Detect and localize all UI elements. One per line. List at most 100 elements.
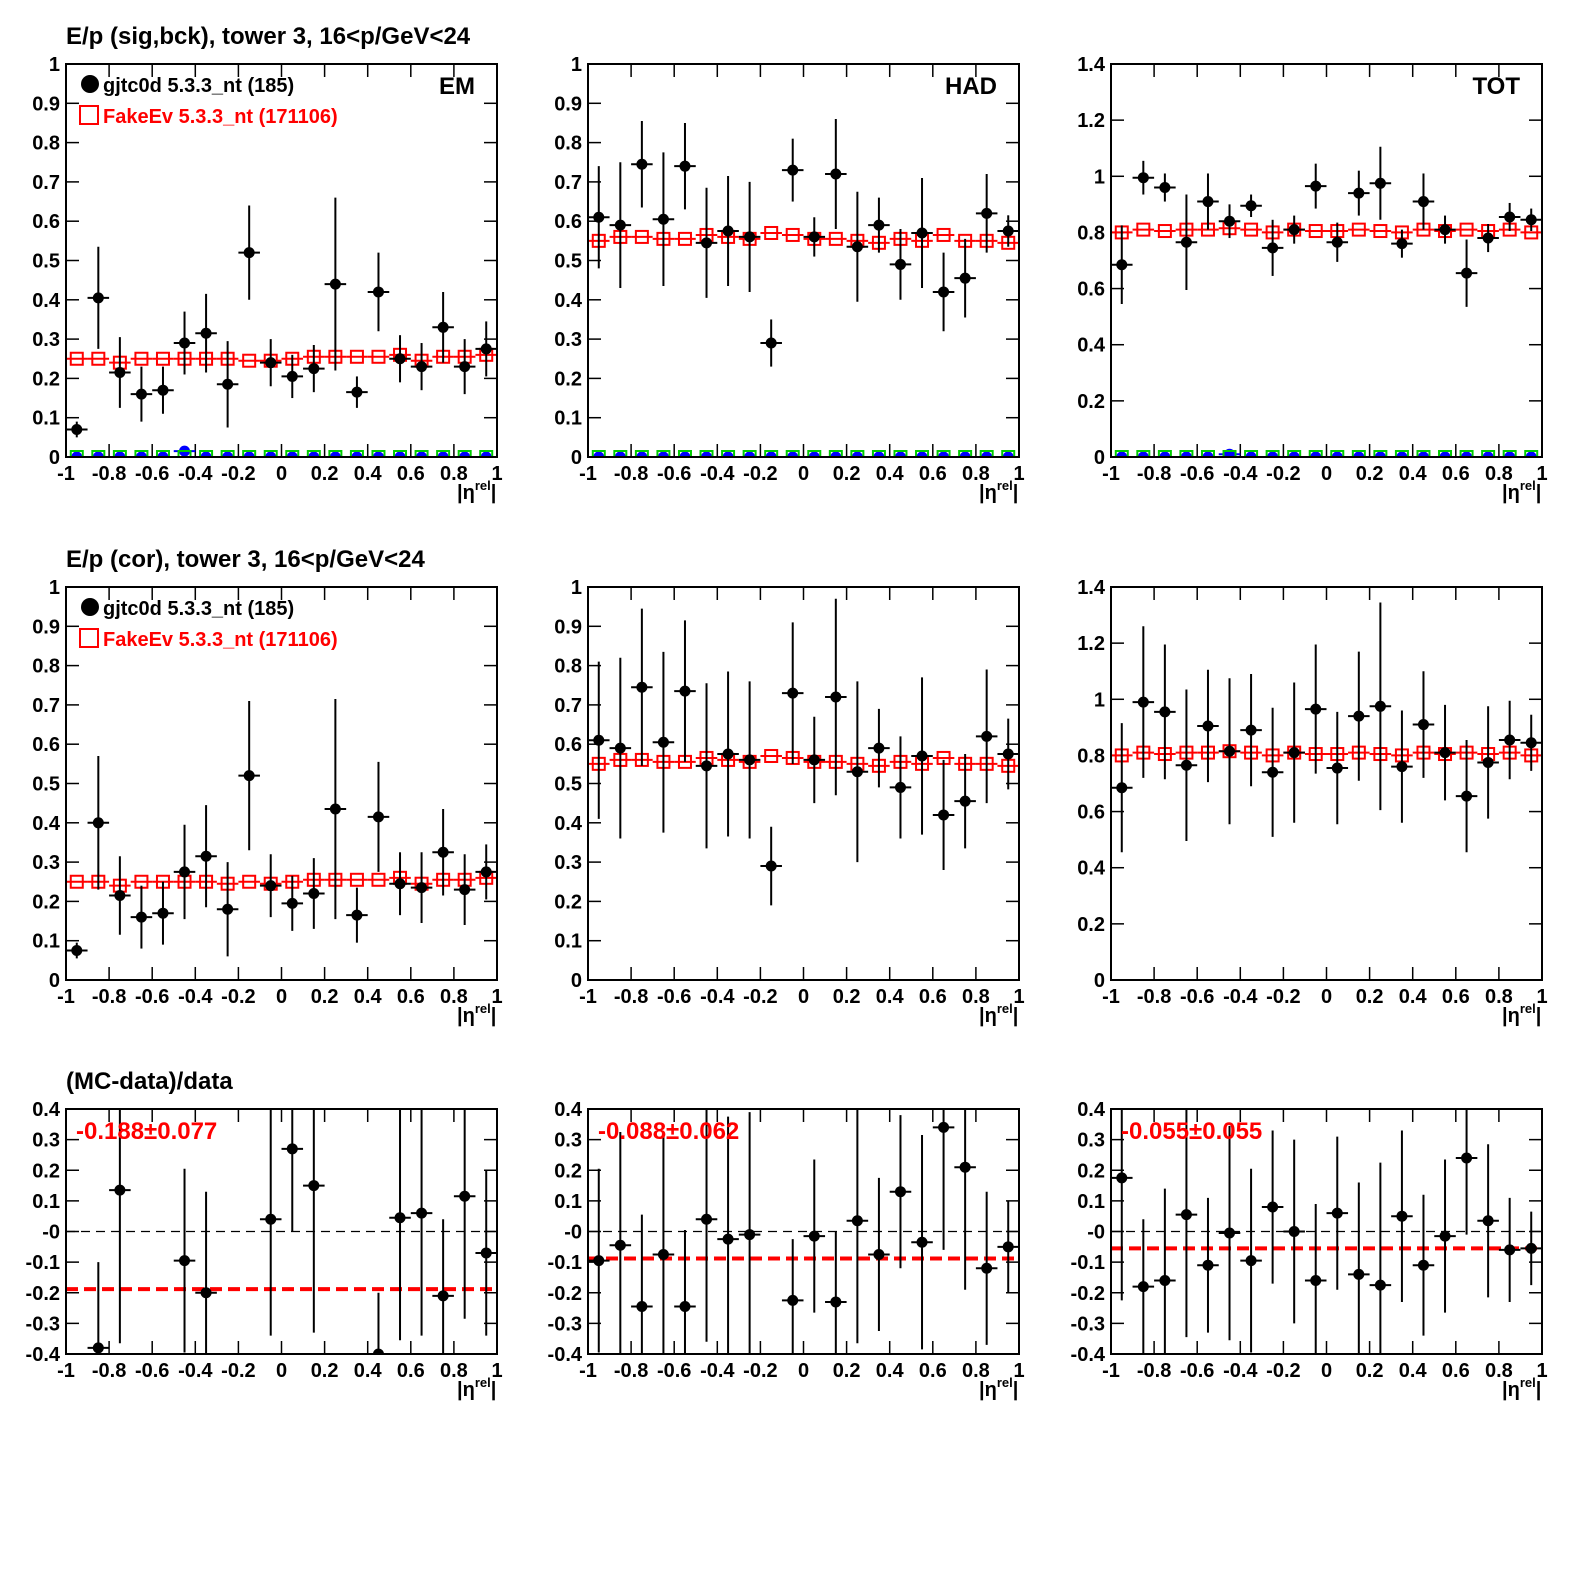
data-point	[157, 907, 169, 919]
y-tick-label: 0.2	[554, 368, 582, 390]
x-axis-label-part: |	[491, 1379, 497, 1401]
y-tick-label: 0.3	[32, 329, 60, 351]
y-tick-label: -0.4	[548, 1344, 583, 1366]
data-point	[593, 1255, 605, 1267]
data-point	[414, 450, 429, 457]
y-tick-label: 0.8	[554, 656, 582, 678]
x-tick-label: -0.6	[657, 1360, 691, 1382]
x-axis-label-part: |η	[457, 1379, 475, 1401]
data-point	[1244, 450, 1259, 457]
data-point	[349, 349, 364, 364]
plot-area	[66, 1109, 497, 1354]
data-point	[265, 357, 277, 369]
data-point	[157, 384, 169, 396]
legend-label: gjtc0d 5.3.3_nt (185)	[103, 598, 294, 620]
data-point	[1116, 782, 1128, 794]
data-point	[1180, 759, 1192, 771]
data-point	[830, 168, 842, 180]
x-tick-label: -0.4	[178, 1360, 213, 1382]
data-point	[371, 872, 386, 887]
y-tick-label: -0.2	[26, 1283, 60, 1305]
y-tick-label: 0.8	[1077, 745, 1105, 767]
data-point	[1310, 451, 1322, 457]
y-tick-label: 0.5	[32, 774, 60, 796]
data-point	[480, 451, 492, 457]
data-point	[155, 351, 170, 366]
data-point	[265, 1213, 277, 1225]
x-tick-label: -0.2	[743, 1360, 777, 1382]
data-point	[787, 1294, 799, 1306]
data-point	[701, 760, 713, 772]
data-point	[394, 878, 406, 890]
y-tick-label: 0.1	[32, 1191, 60, 1213]
data-point	[808, 451, 820, 457]
y-tick-label: -0.3	[548, 1313, 582, 1335]
data-point	[636, 681, 648, 693]
data-point	[1116, 259, 1128, 271]
data-point	[593, 734, 605, 746]
data-point	[785, 450, 800, 457]
legend-label: gjtc0d 5.3.3_nt (185)	[103, 75, 294, 97]
x-tick-label: -0.2	[1266, 463, 1300, 485]
x-tick-label: 1	[1013, 463, 1024, 485]
data-point	[894, 1186, 906, 1198]
y-tick-label: 0.9	[554, 93, 582, 115]
x-tick-label: -1	[57, 463, 75, 485]
data-point	[242, 450, 257, 457]
y-tick-label: 0.6	[554, 211, 582, 233]
data-point	[657, 1248, 669, 1260]
data-point	[1439, 451, 1451, 457]
data-point	[979, 450, 994, 457]
data-point	[329, 451, 341, 457]
y-tick-label: 0.3	[554, 852, 582, 874]
panel-title: E/p (sig,bck), tower 3, 16<p/GeV<24	[66, 23, 471, 50]
data-point	[1461, 451, 1473, 457]
x-axis-label-part: |η	[979, 482, 997, 504]
x-tick-label: 0.8	[1485, 986, 1513, 1008]
x-tick-label: -0.2	[221, 1360, 255, 1382]
data-point	[871, 450, 886, 457]
panel: 00.10.20.30.40.50.60.70.80.91-1 -0.8 -0.6-…	[554, 577, 1024, 1027]
data-point	[1482, 232, 1494, 244]
data-point	[679, 1301, 691, 1313]
data-point	[787, 451, 799, 457]
data-point	[69, 874, 84, 889]
data-point	[1288, 224, 1300, 236]
data-point	[1137, 451, 1149, 457]
data-point	[329, 278, 341, 290]
data-point	[1244, 222, 1259, 237]
data-point	[459, 361, 471, 373]
data-point	[764, 450, 779, 457]
data-point	[179, 337, 191, 349]
x-tick-label: -1	[1102, 463, 1120, 485]
data-point	[1136, 450, 1151, 457]
y-tick-label: 0.4	[554, 813, 583, 835]
data-point	[479, 450, 494, 457]
y-tick-label: 1	[49, 577, 60, 599]
data-point	[200, 850, 212, 862]
y-tick-label: -0.3	[26, 1313, 60, 1335]
data-point	[457, 450, 472, 457]
data-point	[936, 227, 951, 242]
y-tick-label: 1	[571, 577, 582, 599]
x-axis-label-part: rel	[475, 1001, 491, 1016]
x-axis-label: |ηrel|	[457, 1001, 496, 1027]
data-point	[1331, 762, 1343, 774]
data-point	[1482, 756, 1494, 768]
data-point	[1287, 450, 1302, 457]
data-point	[808, 1230, 820, 1242]
data-point	[679, 160, 691, 172]
data-point	[437, 321, 449, 333]
x-axis-label-part: rel	[997, 1001, 1013, 1016]
data-point	[308, 888, 320, 900]
x-tick-label: -0.4	[1223, 986, 1258, 1008]
data-point	[1224, 1227, 1236, 1239]
y-tick-label: 0.2	[32, 1160, 60, 1182]
x-tick-label: 0.4	[1399, 986, 1428, 1008]
x-tick-label: -0.4	[700, 986, 735, 1008]
x-tick-label: -0.6	[657, 463, 691, 485]
x-axis-label-part: |η	[979, 1005, 997, 1027]
y-tick-label: 0.4	[554, 1099, 583, 1121]
data-point	[893, 450, 908, 457]
data-point	[114, 1184, 126, 1196]
